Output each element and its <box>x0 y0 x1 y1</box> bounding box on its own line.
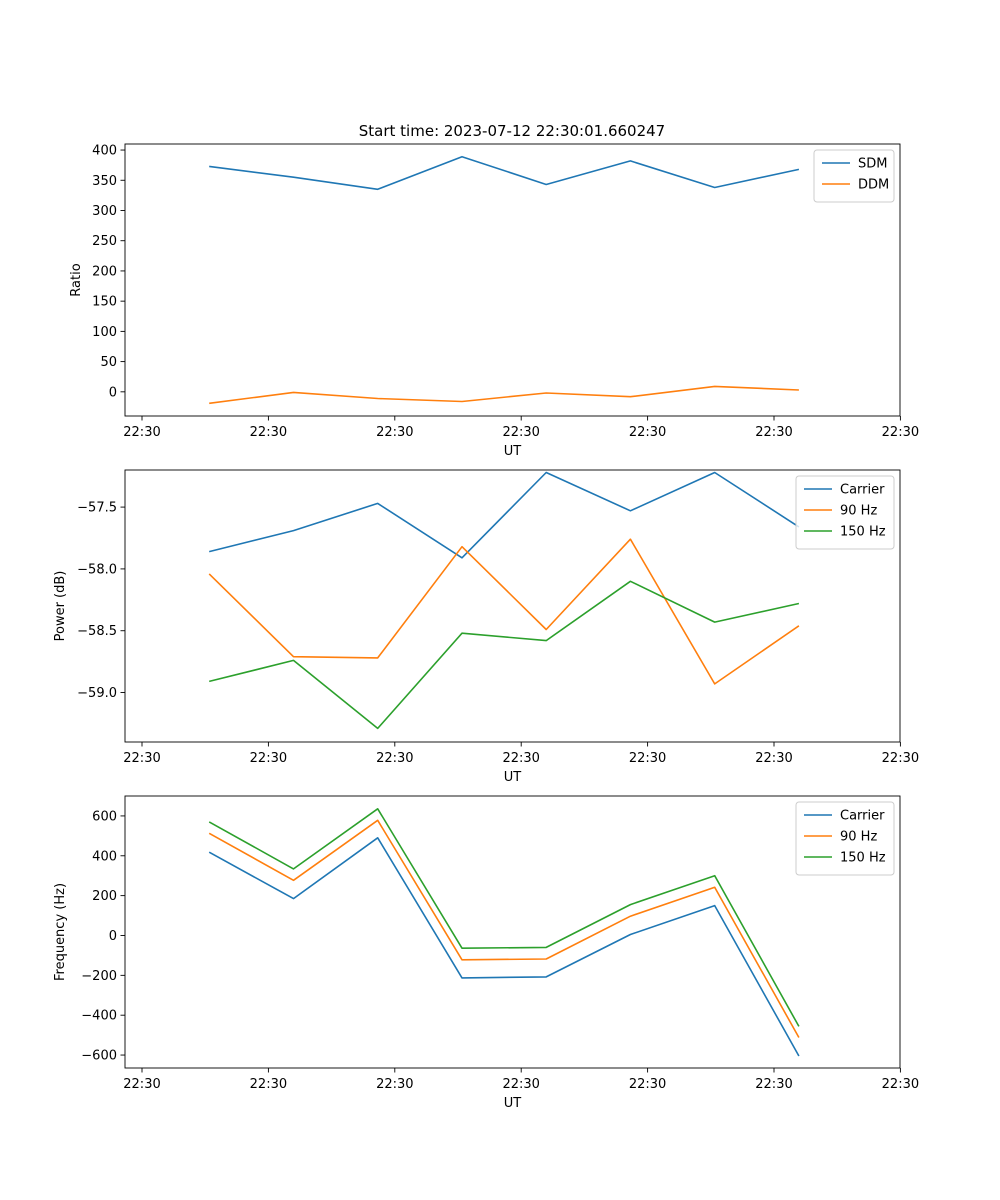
x-tick-label: 22:30 <box>629 425 666 440</box>
y-tick-label: 250 <box>92 234 117 249</box>
y-tick-label: 400 <box>92 849 117 864</box>
y-tick-label: 300 <box>92 204 117 219</box>
x-axis-label: UT <box>504 770 522 785</box>
axes-frame <box>124 795 901 1069</box>
legend: Carrier 90 Hz 150 Hz <box>795 801 895 876</box>
y-tick-label: −59.0 <box>77 686 117 701</box>
legend: Carrier 90 Hz 150 Hz <box>795 475 895 550</box>
x-tick-label: 22:30 <box>250 425 287 440</box>
y-tick-label: −58.0 <box>77 562 117 577</box>
legend: SDM DDM <box>813 149 895 203</box>
legend-label: 150 Hz <box>840 851 886 866</box>
x-axis-label: UT <box>504 444 522 459</box>
x-tick-label: 22:30 <box>502 1077 539 1092</box>
series-line-ddm <box>209 385 799 405</box>
legend-label: SDM <box>858 157 887 172</box>
series-line-90-hz <box>208 819 800 1038</box>
x-tick-label: 22:30 <box>376 751 413 766</box>
x-tick-label: 22:30 <box>882 425 919 440</box>
x-tick-label: 22:30 <box>250 1077 287 1092</box>
y-axis-label: Ratio <box>69 263 84 296</box>
x-tick-label: 22:30 <box>376 425 413 440</box>
y-axis-label: Frequency (Hz) <box>53 883 68 981</box>
series-line-150-hz <box>209 580 800 730</box>
axes-frame <box>124 469 901 743</box>
y-tick-label: 200 <box>92 264 117 279</box>
x-tick-label: 22:30 <box>123 1077 160 1092</box>
x-tick-label: 22:30 <box>882 1077 919 1092</box>
y-tick-label: −600 <box>81 1049 117 1064</box>
figure-title: Start time: 2023-07-12 22:30:01.660247 <box>359 122 665 140</box>
legend-label: 90 Hz <box>840 830 877 845</box>
x-tick-label: 22:30 <box>502 425 539 440</box>
series-line-sdm <box>209 155 800 191</box>
y-tick-label: 600 <box>92 809 117 824</box>
y-axis-label: Power (dB) <box>53 571 68 642</box>
chart-panel-3: 22:3022:3022:3022:3022:3022:3022:3022:31… <box>53 795 919 1111</box>
series-line-90-hz <box>208 538 800 685</box>
x-tick-label: 22:30 <box>123 425 160 440</box>
y-tick-label: 0 <box>109 929 117 944</box>
series-line-150-hz <box>208 807 800 1027</box>
y-tick-label: 100 <box>92 325 117 340</box>
y-tick-label: −58.5 <box>77 624 117 639</box>
y-tick-label: −400 <box>81 1009 117 1024</box>
x-tick-label: 22:30 <box>629 751 666 766</box>
x-tick-label: 22:30 <box>755 751 792 766</box>
legend-label: DDM <box>858 178 889 193</box>
legend-label: Carrier <box>840 809 885 824</box>
y-tick-label: 0 <box>109 385 117 400</box>
x-tick-label: 22:30 <box>250 751 287 766</box>
y-tick-label: 350 <box>92 174 117 189</box>
y-tick-label: −57.5 <box>77 501 117 516</box>
legend-label: Carrier <box>840 483 885 498</box>
x-tick-label: 22:30 <box>123 751 160 766</box>
y-tick-label: 150 <box>92 295 117 310</box>
legend-label: 90 Hz <box>840 504 877 519</box>
x-tick-label: 22:30 <box>502 751 539 766</box>
legend-label: 150 Hz <box>840 525 886 540</box>
x-tick-label: 22:30 <box>629 1077 666 1092</box>
axes-frame <box>124 143 901 417</box>
series-line-carrier <box>208 836 800 1057</box>
series-line-carrier <box>209 471 800 559</box>
x-tick-label: 22:30 <box>882 751 919 766</box>
chart-panel-1: 22:3022:3022:3022:3022:3022:3022:3022:31… <box>69 143 919 459</box>
chart-panels: 22:3022:3022:3022:3022:3022:3022:3022:31… <box>53 143 919 1111</box>
y-tick-label: 200 <box>92 889 117 904</box>
x-tick-label: 22:30 <box>755 1077 792 1092</box>
y-tick-label: 50 <box>100 355 117 370</box>
y-tick-label: −200 <box>81 969 117 984</box>
y-tick-label: 400 <box>92 144 117 159</box>
x-tick-label: 22:30 <box>376 1077 413 1092</box>
x-tick-label: 22:30 <box>755 425 792 440</box>
x-axis-label: UT <box>504 1096 522 1111</box>
chart-panel-2: 22:3022:3022:3022:3022:3022:3022:3022:31… <box>53 469 919 785</box>
